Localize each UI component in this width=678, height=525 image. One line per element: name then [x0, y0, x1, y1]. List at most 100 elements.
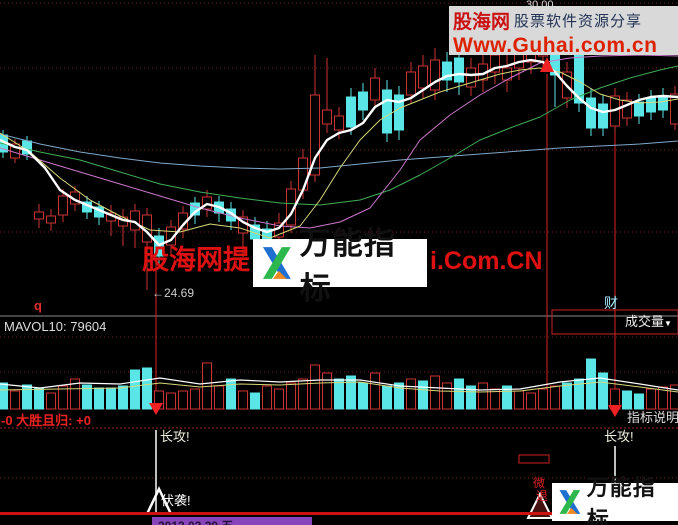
signal-fuxi-left: 伏袭!	[161, 493, 191, 508]
candle-body	[58, 195, 68, 216]
candle-body	[466, 67, 476, 88]
ma-white	[0, 58, 678, 247]
volume-dropdown-icon[interactable]: ▼	[664, 319, 672, 328]
volume-bar	[358, 382, 368, 410]
wanneng-x-icon	[262, 247, 291, 279]
signal-changgong-right: 长攻!	[604, 429, 634, 444]
volume-bar	[658, 386, 668, 410]
volume-bar	[442, 382, 452, 410]
volume-bar	[298, 378, 308, 410]
date-bar[interactable]: 2013.03.29 五	[152, 517, 312, 525]
volume-bar	[238, 390, 248, 410]
indicator-value-label: -0 大胜且归: +0	[1, 413, 91, 428]
candle-body	[370, 77, 380, 101]
candle-body	[310, 94, 320, 176]
volume-bar	[502, 385, 512, 410]
volume-bar	[346, 375, 356, 410]
volume-bar	[370, 372, 380, 410]
candle-body	[34, 211, 44, 220]
volume-bar	[598, 372, 608, 410]
indicator-help-link[interactable]: 指标说明	[627, 410, 678, 425]
q-marker-label: q	[34, 298, 42, 313]
volume-bar	[574, 378, 584, 410]
volume-bar	[526, 392, 536, 410]
wanneng-logo-center: 万能指标	[253, 226, 427, 306]
guhai-subtitle-text: 股票软件资源分享	[514, 14, 643, 30]
volume-bar	[514, 390, 524, 410]
volume-bar	[106, 387, 116, 410]
candle-body	[430, 59, 440, 91]
volume-bar	[334, 378, 344, 410]
volume-bar	[322, 372, 332, 410]
volume-bar	[58, 385, 68, 410]
candle-body	[658, 95, 668, 111]
down-arrow-marker	[149, 403, 163, 415]
candle-body	[598, 103, 608, 129]
candle-body	[358, 91, 368, 111]
volume-bar	[34, 387, 44, 410]
volume-bar	[130, 369, 140, 410]
volume-bar	[82, 384, 92, 410]
candle-body	[490, 54, 500, 73]
candle-body	[418, 65, 428, 89]
candle-body	[646, 97, 656, 113]
date-label: 2013.03.29 五	[158, 519, 233, 525]
candle-body	[634, 101, 644, 117]
volume-bar	[646, 388, 656, 410]
volume-bar	[310, 364, 320, 410]
volume-bar	[622, 390, 632, 410]
volume-panel-title[interactable]: 成交量	[624, 314, 664, 329]
volume-bar	[214, 385, 224, 410]
candle-body	[394, 94, 404, 131]
volume-bar	[226, 378, 236, 410]
ma-cyan	[0, 133, 678, 170]
volume-title-box	[551, 309, 678, 335]
guhai-banner[interactable]: 股海网 股票软件资源分享 Www.Guhai.com.cn	[449, 6, 678, 57]
mavol-yellow	[0, 381, 678, 393]
cai-marker-label: 财	[604, 295, 618, 311]
volume-bar	[454, 378, 464, 410]
guhai-url-text: Www.Guhai.com.cn	[453, 34, 658, 57]
volume-bar	[586, 358, 596, 410]
volume-bar	[562, 382, 572, 410]
low-price-label: ←24.69	[152, 286, 195, 300]
volume-bar	[94, 387, 104, 410]
small-annotation-box	[518, 454, 550, 464]
candle-body	[334, 115, 344, 131]
down-arrow-marker	[608, 405, 622, 417]
watermark-left-text: 股海网提	[142, 245, 250, 275]
volume-bar	[22, 384, 32, 410]
candle-body	[586, 97, 596, 129]
candle-body	[442, 61, 452, 81]
volume-bar	[538, 388, 548, 410]
volume-bar	[0, 382, 8, 410]
candle-body	[454, 57, 464, 83]
red-glyph-bottom: 退	[536, 489, 549, 503]
ma-green	[0, 65, 678, 206]
volume-bar	[118, 385, 128, 410]
volume-bar	[670, 384, 678, 410]
volume-bar	[250, 392, 260, 410]
guhai-brand-text: 股海网	[453, 12, 511, 33]
volume-bar	[46, 392, 56, 410]
volume-bar	[478, 382, 488, 410]
volume-bar	[178, 390, 188, 410]
volume-bar	[406, 378, 416, 410]
volume-bar	[490, 388, 500, 410]
red-glyph-top: 微	[533, 476, 546, 490]
bottom-separator-line	[0, 512, 678, 515]
candle-body	[298, 157, 308, 191]
candle-body	[622, 99, 632, 119]
volume-bar	[10, 390, 20, 410]
ma-yellow	[0, 67, 678, 239]
volume-bar	[550, 385, 560, 410]
volume-bar	[286, 382, 296, 410]
volume-bar	[190, 388, 200, 410]
volume-bar	[634, 393, 644, 410]
volume-bar	[466, 385, 476, 410]
volume-bar	[430, 375, 440, 410]
wanneng-x-icon	[559, 490, 581, 514]
up-chevron-marker	[145, 486, 173, 515]
